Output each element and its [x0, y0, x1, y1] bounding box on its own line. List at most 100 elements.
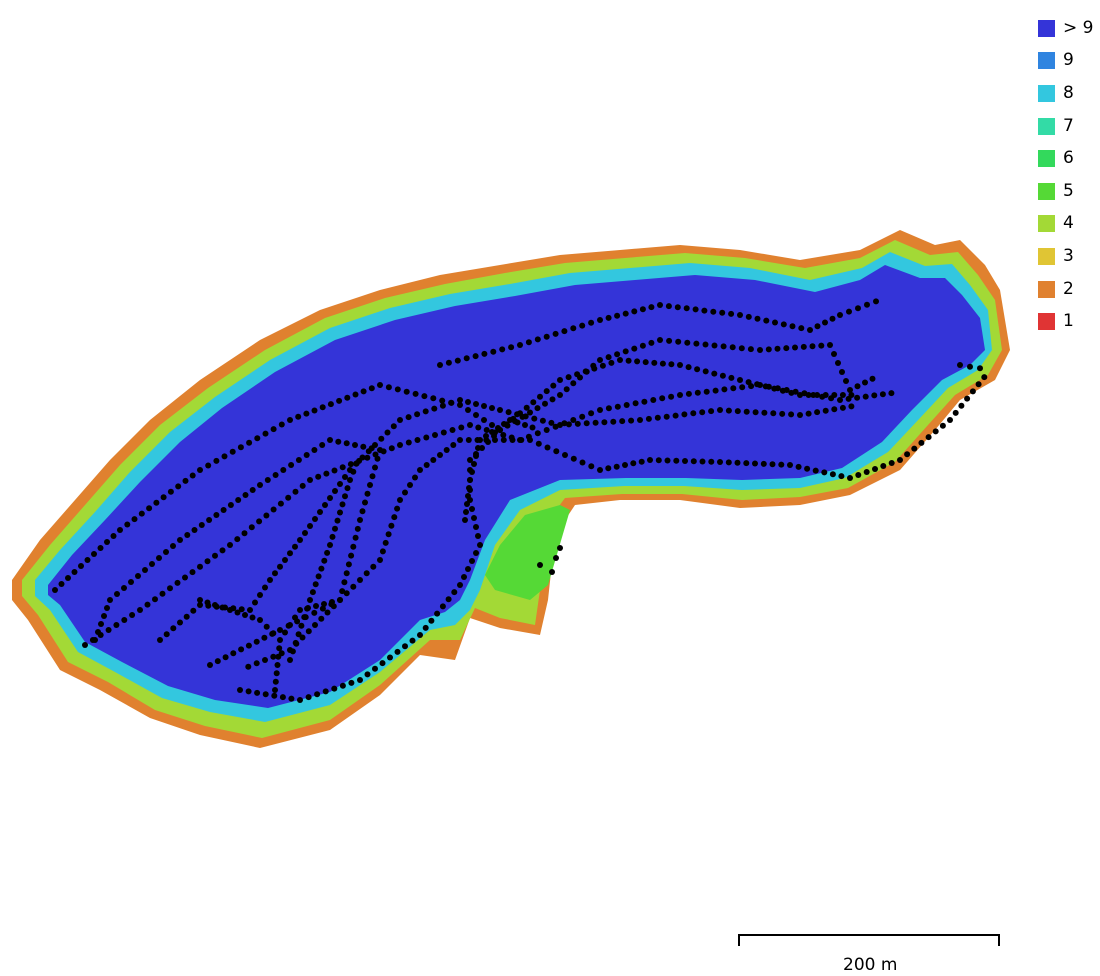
- camera-point: [632, 400, 639, 407]
- camera-point: [347, 461, 354, 468]
- camera-point: [659, 395, 666, 402]
- legend: > 9 9 8 7 6 5 4 3 2 1: [1038, 12, 1093, 338]
- camera-point: [137, 607, 143, 613]
- camera-point: [331, 685, 338, 692]
- camera-point: [517, 410, 523, 417]
- camera-point: [605, 465, 612, 472]
- camera-point: [245, 663, 252, 670]
- camera-point: [765, 346, 772, 353]
- camera-point: [628, 417, 635, 424]
- camera-point: [862, 379, 868, 386]
- camera-point: [385, 531, 392, 538]
- camera-point: [500, 437, 507, 443]
- camera-point: [107, 597, 113, 603]
- camera-point: [477, 437, 483, 443]
- legend-item: 6: [1038, 142, 1093, 175]
- camera-point: [97, 545, 104, 551]
- camera-point: [342, 493, 348, 500]
- camera-point: [710, 308, 717, 315]
- camera-point: [352, 391, 359, 398]
- camera-point: [302, 530, 308, 536]
- camera-point: [253, 638, 260, 645]
- camera-point: [647, 457, 653, 463]
- camera-point: [312, 516, 318, 522]
- camera-point: [285, 494, 292, 501]
- camera-point: [862, 393, 869, 400]
- camera-point: [499, 346, 506, 353]
- camera-point: [387, 654, 393, 661]
- camera-point: [888, 460, 895, 466]
- camera-point: [327, 542, 333, 548]
- camera-point: [312, 581, 319, 588]
- camera-point: [549, 396, 556, 403]
- camera-point: [295, 457, 302, 463]
- camera-point: [288, 695, 295, 702]
- camera-point: [622, 310, 629, 317]
- camera-point: [549, 569, 555, 575]
- camera-point: [879, 391, 886, 398]
- camera-point: [372, 464, 378, 471]
- camera-point: [639, 306, 646, 313]
- camera-point: [481, 417, 487, 423]
- camera-point: [537, 393, 543, 400]
- camera-point: [360, 443, 367, 450]
- scale-tick-left: [738, 934, 740, 946]
- camera-point: [270, 506, 277, 513]
- camera-point: [323, 470, 330, 477]
- coverage-patch: [485, 505, 570, 600]
- camera-point: [390, 423, 397, 430]
- legend-label: 9: [1063, 50, 1074, 71]
- camera-point: [534, 405, 541, 412]
- camera-point: [975, 381, 982, 388]
- camera-point: [319, 605, 326, 612]
- camera-point: [95, 629, 101, 635]
- camera-point: [677, 392, 683, 398]
- camera-point: [463, 355, 470, 362]
- camera-point: [322, 502, 328, 508]
- camera-point: [297, 697, 303, 703]
- camera-point: [114, 591, 120, 597]
- camera-point: [831, 351, 837, 357]
- camera-point: [565, 421, 572, 428]
- camera-point: [237, 444, 244, 451]
- camera-point: [237, 687, 243, 693]
- camera-point: [270, 653, 277, 660]
- camera-point: [65, 575, 71, 581]
- camera-point: [579, 322, 586, 329]
- camera-point: [588, 463, 595, 470]
- camera-point: [657, 302, 663, 308]
- camera-point: [421, 393, 428, 400]
- camera-point: [227, 502, 234, 508]
- coverage-core: [48, 265, 985, 708]
- camera-point: [272, 678, 279, 685]
- camera-point: [287, 550, 293, 557]
- camera-point: [337, 597, 343, 603]
- camera-point: [313, 603, 319, 609]
- camera-point: [925, 434, 932, 441]
- camera-point: [804, 465, 811, 472]
- camera-point: [183, 613, 190, 620]
- camera-point: [977, 365, 983, 372]
- camera-point: [82, 642, 88, 648]
- camera-point: [605, 354, 612, 361]
- camera-point: [348, 679, 355, 686]
- camera-point: [703, 388, 710, 395]
- camera-point: [583, 420, 590, 427]
- camera-point: [888, 390, 895, 397]
- camera-point: [177, 537, 183, 543]
- camera-point: [305, 628, 312, 635]
- legend-swatch: [1038, 182, 1055, 200]
- camera-point: [319, 404, 326, 411]
- camera-point: [170, 543, 176, 549]
- camera-point: [314, 691, 321, 698]
- camera-point: [257, 592, 263, 598]
- camera-point: [303, 452, 310, 458]
- legend-item: 3: [1038, 240, 1093, 273]
- camera-point: [327, 495, 333, 501]
- legend-swatch: [1038, 280, 1055, 298]
- camera-point: [182, 574, 188, 581]
- camera-point: [274, 662, 281, 668]
- camera-point: [527, 437, 533, 443]
- camera-point: [544, 444, 551, 451]
- camera-point: [344, 394, 351, 401]
